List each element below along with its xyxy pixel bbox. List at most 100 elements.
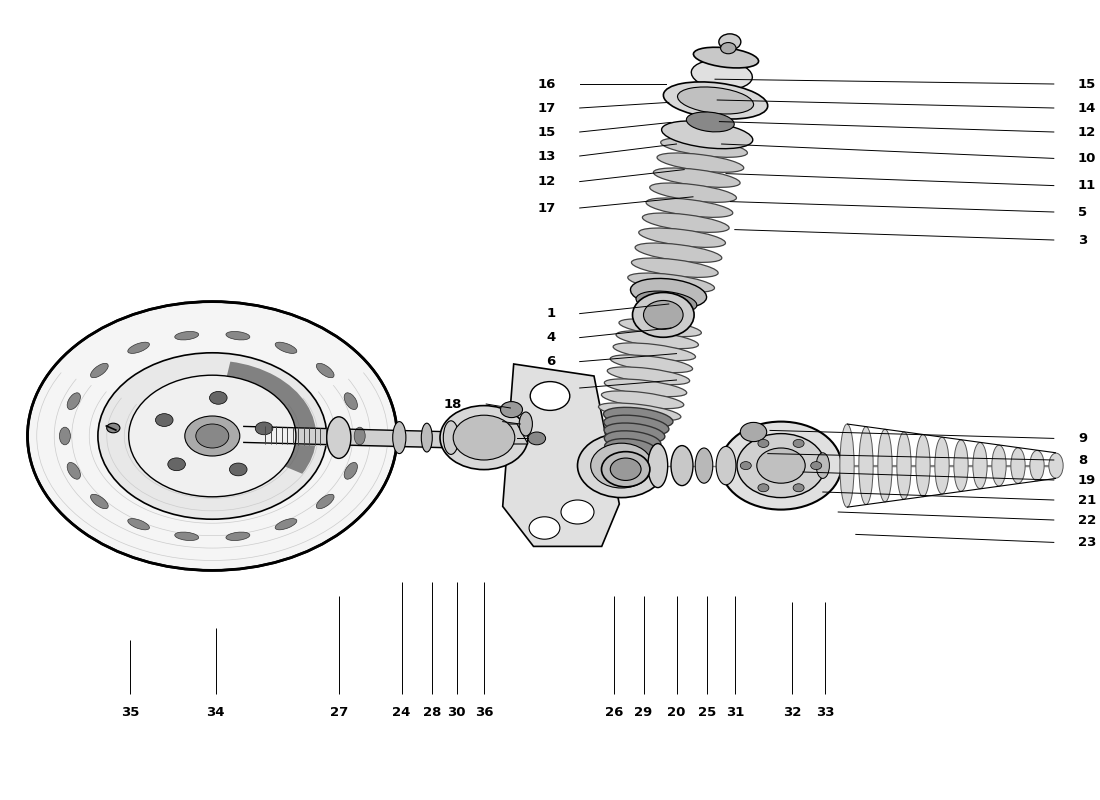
Circle shape <box>758 439 769 447</box>
Ellipse shape <box>816 453 829 478</box>
Text: 13: 13 <box>537 150 556 162</box>
Text: 33: 33 <box>816 706 834 718</box>
Ellipse shape <box>663 82 768 119</box>
Circle shape <box>500 402 522 418</box>
Ellipse shape <box>226 331 250 340</box>
Text: 15: 15 <box>1078 78 1097 90</box>
Ellipse shape <box>635 243 722 262</box>
Circle shape <box>737 434 825 498</box>
Circle shape <box>255 422 273 434</box>
Text: 10: 10 <box>1078 152 1097 165</box>
Circle shape <box>720 422 842 510</box>
Circle shape <box>757 448 805 483</box>
Ellipse shape <box>519 412 532 436</box>
Ellipse shape <box>604 431 661 451</box>
Ellipse shape <box>327 417 351 458</box>
Ellipse shape <box>630 278 706 309</box>
Text: 7: 7 <box>470 415 478 428</box>
Ellipse shape <box>598 403 681 421</box>
Ellipse shape <box>972 442 987 489</box>
Ellipse shape <box>90 494 108 509</box>
Text: 34: 34 <box>207 706 224 718</box>
Text: 6: 6 <box>547 355 556 368</box>
Text: 32: 32 <box>783 706 801 718</box>
Text: 21: 21 <box>1078 494 1097 506</box>
Circle shape <box>28 302 397 570</box>
Text: 19: 19 <box>1078 474 1097 486</box>
Text: 1: 1 <box>547 307 556 320</box>
Ellipse shape <box>90 363 108 378</box>
Wedge shape <box>212 362 316 474</box>
Circle shape <box>602 452 650 487</box>
Ellipse shape <box>128 342 150 354</box>
Circle shape <box>811 462 822 470</box>
Ellipse shape <box>671 446 693 486</box>
Circle shape <box>758 484 769 492</box>
Ellipse shape <box>916 434 931 497</box>
Ellipse shape <box>636 291 697 313</box>
Ellipse shape <box>175 331 199 340</box>
Ellipse shape <box>839 424 854 507</box>
Text: 8: 8 <box>1078 454 1087 466</box>
Text: 22: 22 <box>1078 514 1097 526</box>
Text: 17: 17 <box>537 202 556 214</box>
Text: 26: 26 <box>605 706 623 718</box>
Ellipse shape <box>859 426 873 505</box>
Circle shape <box>740 462 751 470</box>
Circle shape <box>578 434 666 498</box>
Ellipse shape <box>175 532 199 541</box>
Ellipse shape <box>878 430 892 502</box>
Ellipse shape <box>317 363 334 378</box>
Ellipse shape <box>344 462 358 479</box>
Ellipse shape <box>653 168 740 187</box>
Ellipse shape <box>1030 450 1044 481</box>
Circle shape <box>98 353 327 519</box>
Ellipse shape <box>657 153 744 172</box>
Circle shape <box>129 375 296 497</box>
Ellipse shape <box>67 393 80 410</box>
Ellipse shape <box>678 87 754 114</box>
Circle shape <box>528 432 546 445</box>
Ellipse shape <box>693 47 759 68</box>
Ellipse shape <box>691 60 752 90</box>
Ellipse shape <box>226 532 250 541</box>
Ellipse shape <box>275 518 297 530</box>
Ellipse shape <box>607 367 690 385</box>
Circle shape <box>196 424 229 448</box>
Text: 16: 16 <box>537 78 556 90</box>
Circle shape <box>209 391 227 404</box>
Circle shape <box>530 382 570 410</box>
Text: 12: 12 <box>537 175 556 188</box>
Text: 29: 29 <box>635 706 652 718</box>
Circle shape <box>718 34 740 50</box>
Text: 24: 24 <box>393 706 410 718</box>
Ellipse shape <box>661 138 747 158</box>
Ellipse shape <box>275 342 297 354</box>
Polygon shape <box>495 424 528 444</box>
Ellipse shape <box>1048 453 1064 478</box>
Ellipse shape <box>317 494 334 509</box>
Ellipse shape <box>443 421 459 454</box>
Ellipse shape <box>354 427 365 445</box>
Text: 36: 36 <box>475 706 493 718</box>
Ellipse shape <box>604 379 686 397</box>
Ellipse shape <box>661 121 752 149</box>
Circle shape <box>720 42 736 54</box>
Ellipse shape <box>610 355 693 373</box>
Text: 5: 5 <box>1078 206 1087 218</box>
Circle shape <box>644 301 683 330</box>
Circle shape <box>529 517 560 539</box>
Ellipse shape <box>613 343 695 361</box>
Text: 20: 20 <box>668 706 685 718</box>
Ellipse shape <box>67 462 80 479</box>
Circle shape <box>155 414 173 426</box>
Polygon shape <box>503 364 619 546</box>
Ellipse shape <box>935 438 949 494</box>
Ellipse shape <box>648 443 668 488</box>
Circle shape <box>440 406 528 470</box>
Ellipse shape <box>631 258 718 278</box>
Ellipse shape <box>646 198 733 218</box>
Circle shape <box>453 415 515 460</box>
Text: 11: 11 <box>1078 179 1097 192</box>
Text: 9: 9 <box>1078 432 1087 445</box>
